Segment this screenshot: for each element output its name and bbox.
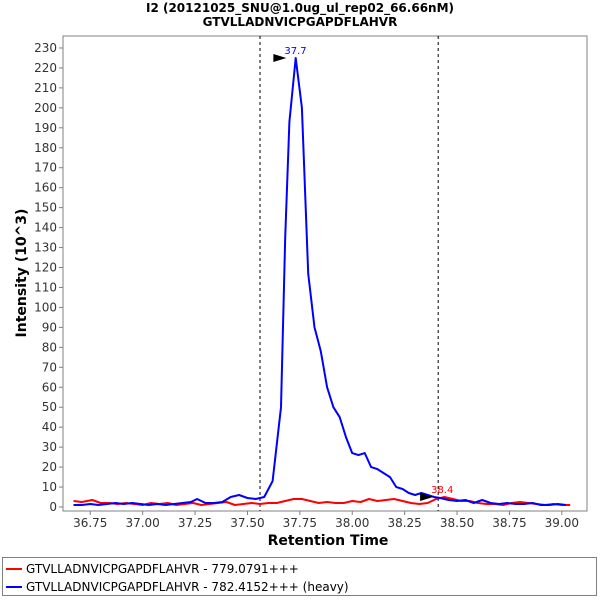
y-tick-label: 110 <box>34 280 57 294</box>
x-tick-label: 38.25 <box>387 516 421 530</box>
peak-arrow <box>273 53 287 62</box>
legend-item-heavy: GTVLLADNVICPGAPDFLAHVR - 782.4152+++ (he… <box>3 578 349 596</box>
y-tick-label: 20 <box>42 460 57 474</box>
y-tick-label: 0 <box>49 500 57 514</box>
peak-label: 37.7 <box>284 46 306 57</box>
y-tick-label: 60 <box>42 380 57 394</box>
y-axis-label: Intensity (10^3) <box>14 209 30 338</box>
y-tick-label: 90 <box>42 320 57 334</box>
y-tick-label: 160 <box>34 181 57 195</box>
y-axis: 0 10 20 30 40 50 60 70 80 90 100 110 120 130 140 150 160… <box>34 41 63 514</box>
chart-subtitle: GTVLLADNVICPGAPDFLAHVR <box>203 15 398 29</box>
y-tick-label: 210 <box>34 81 57 95</box>
series-lines <box>73 57 571 506</box>
y-tick-label: 140 <box>34 221 57 235</box>
y-tick-label: 100 <box>34 300 57 314</box>
legend-item-light: GTVLLADNVICPGAPDFLAHVR - 779.0791+++ <box>3 560 299 578</box>
x-tick-label: 37.75 <box>283 516 317 530</box>
legend-label: GTVLLADNVICPGAPDFLAHVR - 782.4152+++ (he… <box>26 580 349 594</box>
legend-swatch-red <box>6 568 22 570</box>
x-axis: 36.75 37.00 37.25 37.50 37.75 38.00 38.25 38.50… <box>73 511 579 530</box>
y-tick-label: 170 <box>34 161 57 175</box>
x-tick-label: 37.25 <box>178 516 212 530</box>
y-tick-label: 120 <box>34 261 57 275</box>
legend-swatch-blue <box>6 586 22 588</box>
y-tick-label: 80 <box>42 340 57 354</box>
legend-label: GTVLLADNVICPGAPDFLAHVR - 779.0791+++ <box>26 562 299 576</box>
y-tick-label: 130 <box>34 241 57 255</box>
x-tick-label: 38.50 <box>440 516 474 530</box>
y-tick-label: 50 <box>42 400 57 414</box>
y-tick-label: 70 <box>42 360 57 374</box>
peak-arrow <box>420 493 434 502</box>
y-tick-label: 200 <box>34 101 57 115</box>
chart-title: I2 (20121025_SNU@1.0ug_ul_rep02_66.66nM) <box>146 1 454 16</box>
y-tick-label: 150 <box>34 201 57 215</box>
y-tick-label: 180 <box>34 141 57 155</box>
x-tick-label: 38.75 <box>492 516 526 530</box>
y-tick-label: 230 <box>34 41 57 55</box>
x-tick-label: 39.00 <box>545 516 579 530</box>
x-axis-label: Retention Time <box>268 533 389 549</box>
integration-boundaries <box>259 36 439 511</box>
y-tick-label: 40 <box>42 420 57 434</box>
peak-label: 38.4 <box>431 485 453 496</box>
series-line-heavy <box>73 57 567 506</box>
y-tick-label: 190 <box>34 121 57 135</box>
x-tick-label: 37.00 <box>125 516 159 530</box>
x-tick-label: 38.00 <box>335 516 369 530</box>
x-tick-label: 36.75 <box>73 516 107 530</box>
y-tick-label: 30 <box>42 440 57 454</box>
plot-area <box>62 35 588 512</box>
y-tick-label: 220 <box>34 61 57 75</box>
chromatogram-chart: I2 (20121025_SNU@1.0ug_ul_rep02_66.66nM)… <box>14 1 588 549</box>
legend: GTVLLADNVICPGAPDFLAHVR - 779.0791+++ GTV… <box>2 557 597 596</box>
peak-markers: 38.4 37.7 <box>273 46 453 502</box>
y-tick-label: 10 <box>42 480 57 494</box>
x-tick-label: 37.50 <box>230 516 264 530</box>
